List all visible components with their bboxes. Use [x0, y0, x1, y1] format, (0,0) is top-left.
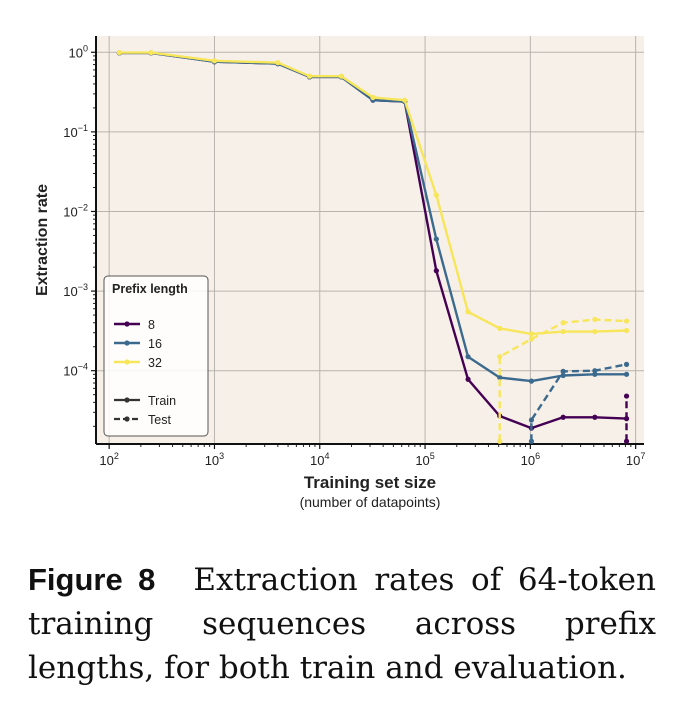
legend-box — [103, 275, 209, 437]
data-point — [623, 393, 630, 399]
data-point — [528, 438, 535, 444]
data-point — [370, 94, 376, 101]
data-point — [560, 414, 566, 420]
y-tick-label: 10−4 — [63, 362, 88, 379]
data-point — [148, 49, 154, 56]
data-point — [211, 58, 218, 64]
figure-caption: Figure 8 Extraction rates of 64-token tra… — [28, 558, 656, 690]
data-point — [497, 354, 503, 360]
legend-label-16: 16 — [148, 337, 162, 351]
legend-style-marker — [124, 397, 130, 403]
y-tick-label: 10−3 — [63, 282, 88, 299]
data-point — [306, 73, 313, 79]
data-point — [433, 192, 439, 198]
data-point — [592, 328, 598, 335]
x-tick-label: 106 — [521, 451, 540, 468]
legend-swatch-marker — [124, 321, 130, 327]
data-point — [528, 378, 535, 384]
legend-label-test: Test — [148, 413, 171, 427]
data-point — [623, 327, 630, 334]
legend-style-marker — [124, 416, 130, 422]
data-point — [528, 331, 535, 337]
data-point — [623, 438, 630, 444]
data-point — [433, 236, 439, 242]
data-point — [623, 361, 630, 367]
data-point — [465, 376, 471, 382]
data-point — [465, 309, 471, 315]
series-line-32-test — [498, 318, 627, 442]
data-point — [592, 414, 598, 420]
legend-label-train: Train — [148, 394, 176, 408]
data-point — [623, 371, 630, 377]
figure-label: Figure 8 — [28, 562, 156, 597]
data-point — [465, 354, 471, 360]
data-point — [528, 417, 535, 423]
data-point — [275, 60, 281, 66]
data-point — [560, 328, 566, 335]
x-tick-label: 104 — [310, 451, 329, 468]
y-tick-label: 10−1 — [63, 123, 88, 140]
data-point — [560, 372, 566, 379]
x-axis-label: Training set size — [304, 473, 436, 492]
y-axis-label: Extraction rate — [34, 184, 51, 296]
x-tick-label: 103 — [205, 451, 224, 468]
y-tick-label: 10−2 — [63, 202, 88, 219]
x-tick-label: 102 — [99, 451, 118, 468]
data-point — [497, 438, 503, 444]
legend-label-32: 32 — [148, 356, 162, 370]
data-point — [528, 336, 535, 342]
data-point — [560, 320, 566, 326]
data-point — [592, 316, 598, 323]
data-point — [497, 325, 503, 331]
data-point — [592, 368, 598, 374]
data-point — [497, 374, 503, 381]
data-point — [592, 371, 598, 377]
figure-chart: 102 103 104 105 106 107 100 10−1 10−2 10−3 10−4 Tra… — [34, 36, 645, 510]
caption-text: Extraction rates of 64-token training se… — [28, 562, 656, 686]
x-tick-label: 105 — [415, 451, 434, 468]
y-tick-label: 100 — [69, 43, 88, 60]
data-point — [338, 73, 344, 79]
x-axis-sublabel: (number of datapoints) — [300, 494, 441, 510]
chart-svg: 102 103 104 105 106 107 100 10−1 10−2 10−3 10−4 Tra… — [34, 36, 645, 510]
legend-swatch-marker — [124, 359, 130, 365]
data-point — [402, 97, 408, 103]
x-tick-label: 107 — [626, 451, 645, 468]
data-point — [623, 318, 630, 324]
legend-title: Prefix length — [112, 282, 188, 296]
series-group — [116, 49, 630, 444]
data-point — [116, 49, 122, 56]
data-point — [560, 368, 566, 374]
legend-swatch-marker — [124, 340, 130, 346]
data-point — [433, 268, 439, 274]
legend-label-8: 8 — [148, 318, 155, 332]
